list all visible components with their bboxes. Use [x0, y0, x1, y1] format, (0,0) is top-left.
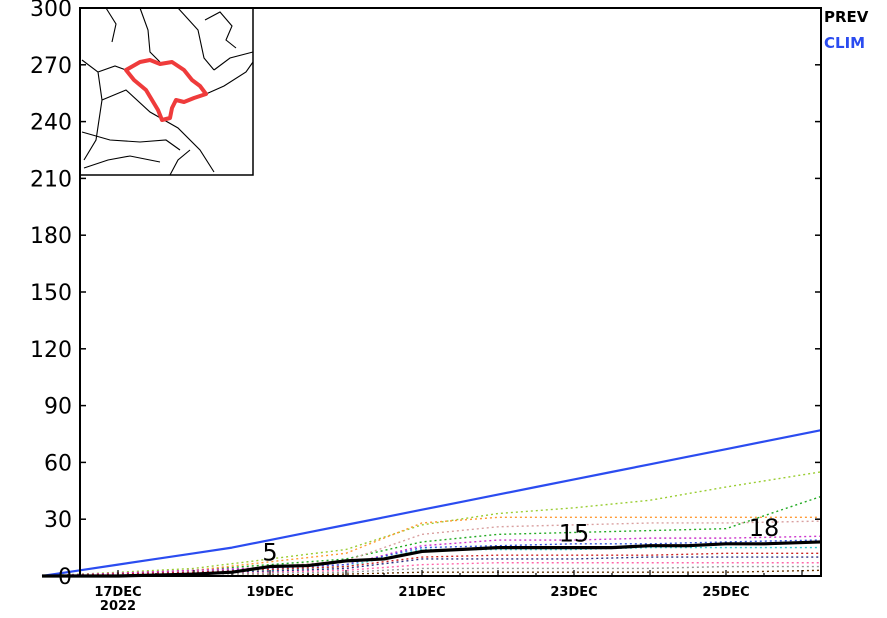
y-tick-label: 300	[30, 0, 72, 22]
annotations-layer: 5 15 18	[262, 514, 779, 567]
y-tick-label: 240	[30, 111, 72, 136]
annotation-label: 15	[559, 520, 590, 548]
series-line-prev	[42, 540, 822, 578]
inset-map-frame	[79, 7, 254, 176]
x-tick-sublabel: 2022	[100, 599, 136, 614]
y-tick-label: 30	[44, 508, 72, 533]
ensemble-line	[41, 516, 821, 577]
ensemble-line	[41, 539, 822, 577]
series-line-clim	[41, 429, 822, 578]
ensemble-line	[41, 495, 822, 577]
ensemble-line	[41, 535, 822, 577]
x-tick-label: 19DEC	[246, 585, 293, 600]
legend: PREV CLIM	[824, 8, 869, 52]
y-tick-label: 0	[58, 565, 72, 590]
series-layer	[41, 429, 822, 578]
inset-map	[79, 7, 254, 176]
legend-label-prev: PREV	[824, 8, 869, 26]
ensemble-line	[41, 556, 821, 577]
x-tick-label: 21DEC	[398, 585, 445, 600]
x-tick-label: 17DEC	[94, 585, 141, 600]
y-tick-label: 210	[30, 167, 72, 192]
ensemble-line	[41, 562, 821, 577]
x-tick-label: 25DEC	[702, 585, 749, 600]
annotation-label: 5	[262, 539, 277, 567]
legend-label-clim: CLIM	[824, 34, 865, 52]
y-tick-label: 150	[30, 281, 72, 306]
y-tick-label: 60	[44, 451, 72, 476]
y-tick-label: 120	[30, 338, 72, 363]
x-tick-label: 23DEC	[550, 585, 597, 600]
ensemble-line	[41, 565, 821, 577]
ensemble-lines-layer	[41, 471, 822, 577]
y-tick-label: 180	[30, 224, 72, 249]
annotation-label: 18	[749, 514, 780, 542]
ensemble-line	[41, 471, 822, 577]
y-tick-label: 270	[30, 54, 72, 79]
ensemble-line	[41, 552, 821, 577]
y-tick-label: 90	[44, 395, 72, 420]
ensemble-line	[41, 546, 821, 577]
inset-map-basin-outline	[124, 58, 208, 122]
ensemble-line	[41, 520, 822, 577]
